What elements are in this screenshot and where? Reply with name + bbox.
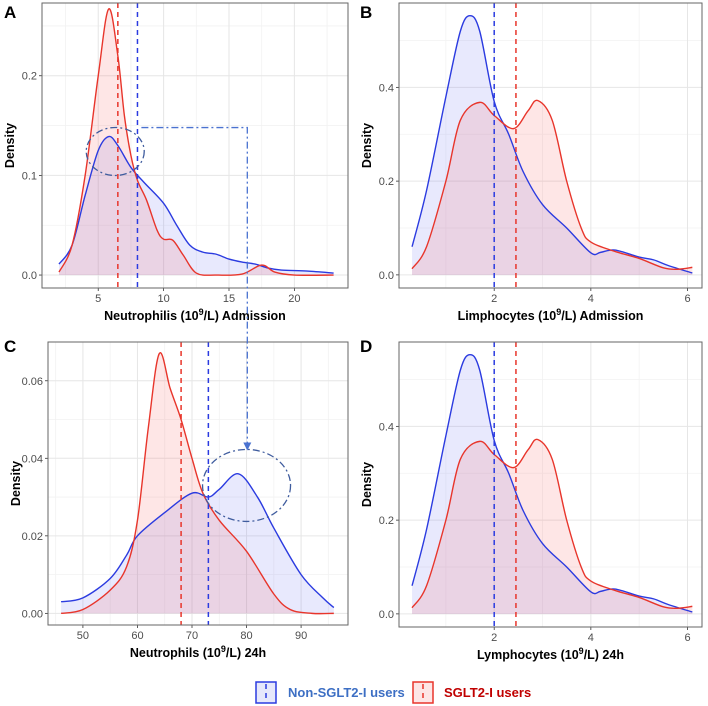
x-tick-label: 80 <box>240 630 252 642</box>
panel-b: 2 4 6 0.0 0.2 0.4 Density Limphocytes (109/L) A… <box>360 2 703 323</box>
y-tick-label: 0.2 <box>22 71 37 83</box>
y-tick-label: 0.4 <box>379 82 394 94</box>
y-tick-label: 0.02 <box>22 531 43 543</box>
panel-letter: D <box>360 337 372 356</box>
plot-border <box>47 341 349 626</box>
y-tick-label: 0.4 <box>379 421 394 433</box>
x-tick-label: 90 <box>295 630 307 642</box>
x-axis-title-superscript: 9 <box>579 646 584 656</box>
x-tick-label: 15 <box>223 293 235 305</box>
panel-letter: A <box>4 3 16 22</box>
x-axis-title-prefix: Lymphocytes (10 <box>477 648 579 662</box>
y-axis-title: Density <box>9 461 23 506</box>
legend: Non-SGLT2-I users SGLT2-I users <box>255 681 531 704</box>
x-tick-label: 4 <box>588 632 594 644</box>
x-tick-label: 10 <box>157 293 169 305</box>
x-axis-title-prefix: Neutrophils (10 <box>130 646 221 660</box>
y-axis-title: Density <box>360 462 374 507</box>
panel-letter: B <box>360 3 372 22</box>
plot-background <box>42 3 348 288</box>
density-area-sglt2 <box>61 352 334 614</box>
x-axis-title: Neutrophilis (109/L) Admission <box>104 307 286 323</box>
density-line-non-sglt2 <box>411 14 693 274</box>
x-tick-label: 5 <box>95 293 101 305</box>
plot-border <box>398 2 703 289</box>
legend-label-non-sglt2: Non-SGLT2-I users <box>288 685 405 700</box>
highlight-ellipse-c <box>201 448 292 523</box>
plot-border <box>398 341 703 628</box>
panel-letter: C <box>4 337 16 356</box>
density-area-non-sglt2 <box>59 136 334 276</box>
legend-key-sglt2 <box>412 681 434 704</box>
density-line-sglt2 <box>411 438 693 610</box>
panel-d: 2 4 6 0.0 0.2 0.4 Density Lymphocytes (109/L) 2… <box>360 337 703 662</box>
y-tick-label: 0.0 <box>379 609 394 621</box>
x-axis-title: Limphocytes (109/L) Admission <box>458 307 644 323</box>
x-axis-title-superscript: 9 <box>199 307 204 317</box>
y-axis-title: Density <box>360 123 374 168</box>
legend-item-sglt2: SGLT2-I users <box>412 681 531 704</box>
x-axis-title: Neutrophils (109/L) 24h <box>130 644 266 660</box>
x-axis-title-prefix: Neutrophilis (10 <box>104 309 199 323</box>
legend-key-non-sglt2 <box>255 681 277 704</box>
x-axis-title-suffix: /L) Admission <box>561 309 643 323</box>
x-axis-title-suffix: /L) 24h <box>226 646 266 660</box>
y-tick-label: 0.0 <box>379 270 394 282</box>
density-line-non-sglt2 <box>411 353 693 613</box>
density-area-sglt2 <box>59 8 334 276</box>
x-axis-title-superscript: 9 <box>556 307 561 317</box>
y-tick-label: 0.1 <box>22 170 37 182</box>
x-tick-label: 70 <box>186 630 198 642</box>
x-tick-label: 6 <box>684 632 690 644</box>
y-tick-label: 0.2 <box>379 515 394 527</box>
legend-item-non-sglt2: Non-SGLT2-I users <box>255 681 405 704</box>
x-tick-label: 50 <box>77 630 89 642</box>
panel-a: 5 10 15 20 0.0 0.1 0.2 Density Neutrophilis (109… <box>3 2 349 323</box>
panel-c: 50 60 70 80 90 0.00 0.02 0.04 0.06 Density Neutrop… <box>4 337 349 660</box>
density-line-sglt2 <box>58 8 334 276</box>
x-axis-title-suffix: /L) 24h <box>584 648 624 662</box>
density-area-non-sglt2 <box>412 354 693 614</box>
density-area-sglt2 <box>412 100 693 275</box>
plot-background <box>48 342 348 625</box>
density-area-sglt2 <box>412 439 693 614</box>
plot-border <box>41 2 349 289</box>
y-tick-label: 0.04 <box>22 453 43 465</box>
density-line-sglt2 <box>411 99 693 271</box>
x-tick-label: 2 <box>491 632 497 644</box>
x-tick-label: 4 <box>588 293 594 305</box>
y-axis-title: Density <box>3 123 17 168</box>
x-tick-label: 2 <box>491 293 497 305</box>
x-axis-title-prefix: Limphocytes (10 <box>458 309 557 323</box>
plot-background <box>399 3 702 288</box>
y-tick-label: 0.0 <box>22 270 37 282</box>
arrowhead-icon <box>243 442 252 451</box>
legend-label-sglt2: SGLT2-I users <box>444 685 531 700</box>
plot-background <box>399 342 702 627</box>
x-axis-title-superscript: 9 <box>221 644 226 654</box>
connector-arrow-line <box>141 126 248 445</box>
y-tick-label: 0.00 <box>22 608 43 620</box>
y-tick-label: 0.2 <box>379 176 394 188</box>
x-tick-label: 20 <box>288 293 300 305</box>
density-area-non-sglt2 <box>61 473 334 614</box>
y-tick-label: 0.06 <box>22 376 43 388</box>
x-tick-label: 60 <box>131 630 143 642</box>
density-area-non-sglt2 <box>412 15 693 275</box>
highlight-ellipse-a <box>85 126 145 177</box>
x-tick-label: 6 <box>684 293 690 305</box>
x-axis-title: Lymphocytes (109/L) 24h <box>477 646 624 662</box>
x-axis-title-suffix: /L) Admission <box>204 309 286 323</box>
annotations <box>85 126 292 523</box>
